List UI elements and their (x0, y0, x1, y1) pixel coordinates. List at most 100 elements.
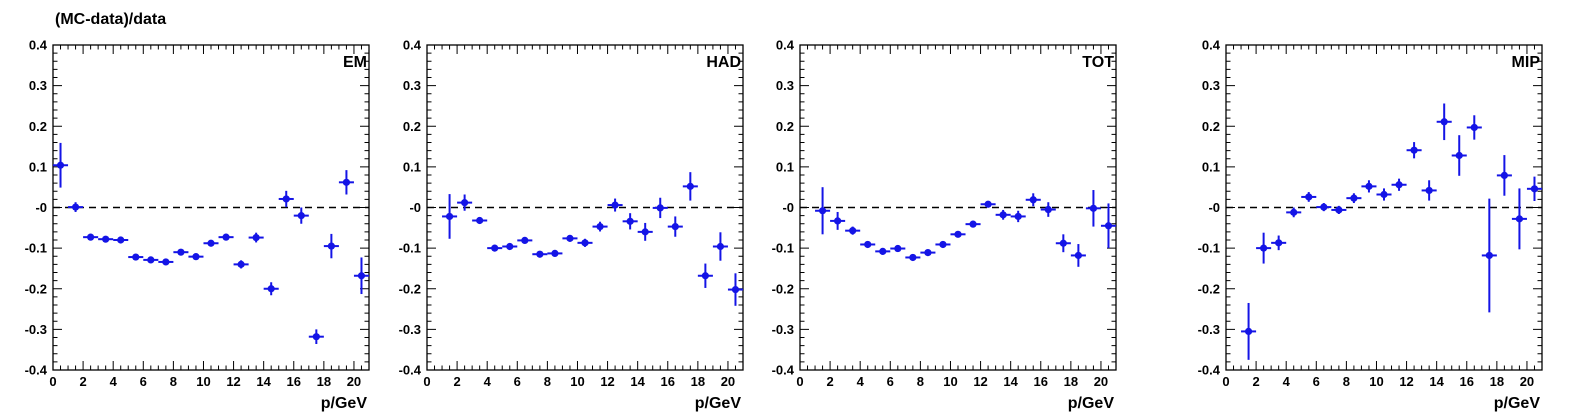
data-point (667, 216, 683, 237)
point-marker (611, 201, 619, 209)
data-point (562, 234, 578, 242)
x-tick-label: 20 (347, 374, 361, 389)
data-point (83, 233, 99, 241)
x-tick-label: 0 (49, 374, 56, 389)
x-tick-label: 16 (661, 374, 675, 389)
point-marker (1074, 251, 1082, 260)
data-point (1391, 178, 1407, 191)
point-marker (207, 239, 215, 247)
point-marker (267, 285, 275, 293)
point-marker (834, 217, 842, 225)
data-point (68, 202, 84, 212)
y-tick-label: -0.4 (25, 363, 48, 378)
point-marker (1335, 206, 1343, 214)
data-point (682, 172, 698, 201)
x-tick-label: 18 (317, 374, 331, 389)
point-marker (1244, 327, 1253, 336)
x-tick-label: 12 (1399, 374, 1413, 389)
data-point (338, 170, 354, 195)
point-marker (357, 272, 366, 280)
point-marker (222, 233, 230, 241)
x-tick-label: 20 (1520, 374, 1534, 389)
data-point (1241, 302, 1257, 360)
point-marker (731, 285, 740, 294)
y-tick-label: -0.1 (25, 241, 47, 256)
point-marker (192, 253, 200, 261)
point-marker (701, 272, 709, 280)
x-axis-label: p/GeV (695, 395, 742, 412)
y-tick-label: 0.2 (29, 119, 47, 134)
x-tick-label: 2 (79, 374, 86, 389)
data-point (935, 240, 951, 249)
x-tick-label: 2 (1252, 374, 1259, 389)
data-point (1361, 180, 1377, 193)
point-marker (924, 248, 932, 257)
y-tick-label: -0.4 (1198, 363, 1221, 378)
y-tick-label: 0.3 (776, 78, 794, 93)
data-point (637, 222, 653, 241)
point-marker (1014, 212, 1022, 221)
data-point (622, 213, 638, 230)
data-point (1466, 115, 1482, 140)
point-marker (1305, 193, 1313, 201)
x-tick-label: 0 (1222, 374, 1229, 389)
data-point (712, 232, 728, 261)
point-marker (1395, 181, 1403, 189)
y-tick-label: -0.3 (772, 322, 794, 337)
x-tick-label: 6 (140, 374, 147, 389)
point-marker (969, 220, 977, 228)
point-marker (297, 212, 305, 220)
x-tick-label: 16 (287, 374, 301, 389)
x-tick-label: 0 (796, 374, 803, 389)
point-marker (506, 242, 514, 251)
y-tick-label: -0.3 (25, 322, 47, 337)
panel-label: TOT (1082, 54, 1114, 71)
data-point (905, 253, 921, 262)
y-tick-label: 0.1 (776, 159, 794, 174)
x-tick-label: 20 (721, 374, 735, 389)
y-tick-label: -0.3 (1198, 322, 1220, 337)
point-marker (1059, 239, 1067, 247)
point-marker (1365, 182, 1373, 190)
y-tick-label: -0.1 (399, 241, 421, 256)
point-marker (132, 253, 140, 261)
y-tick-label: 0.4 (403, 38, 422, 53)
data-point (113, 236, 129, 244)
data-point (980, 200, 996, 208)
point-marker (1425, 186, 1433, 195)
x-tick-label: 10 (1369, 374, 1383, 389)
point-marker (521, 236, 529, 245)
point-marker (1455, 151, 1463, 160)
data-point (1511, 188, 1527, 250)
data-point (1100, 203, 1116, 249)
x-tick-label: 12 (226, 374, 240, 389)
data-point (487, 244, 503, 252)
point-marker (342, 178, 351, 186)
point-marker (864, 240, 872, 249)
data-point (860, 240, 876, 249)
data-point (442, 194, 458, 239)
data-point (353, 257, 369, 295)
y-tick-label: 0.1 (403, 159, 421, 174)
y-tick-label: 0.1 (29, 159, 47, 174)
point-marker (87, 233, 95, 241)
data-point (950, 230, 966, 238)
data-point (1496, 155, 1512, 196)
x-tick-label: 2 (826, 374, 833, 389)
x-tick-label: 10 (943, 374, 957, 389)
data-point (1526, 176, 1542, 201)
data-series (1241, 103, 1542, 360)
point-marker (1440, 118, 1448, 126)
data-point (203, 239, 219, 247)
data-point (1406, 142, 1422, 159)
x-tick-label: 20 (1094, 374, 1108, 389)
x-tick-label: 14 (1429, 374, 1444, 389)
point-marker (716, 242, 725, 251)
data-point (218, 233, 234, 241)
point-marker (686, 182, 694, 190)
point-marker (551, 249, 559, 258)
y-tick-label: 0.2 (776, 119, 794, 134)
x-tick-label: 14 (256, 374, 271, 389)
data-point (293, 207, 309, 224)
data-point (98, 235, 114, 243)
